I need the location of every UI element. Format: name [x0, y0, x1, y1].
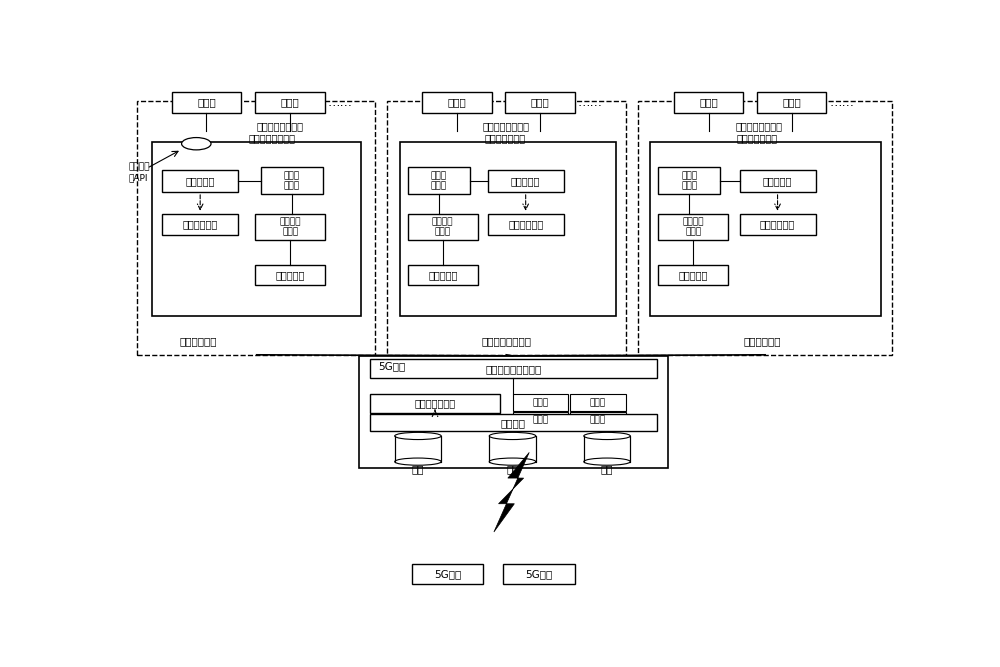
Bar: [395, 436, 441, 462]
Text: 虚拟网络功能: 虚拟网络功能: [508, 219, 543, 229]
Text: 控制类切片集: 控制类切片集: [180, 336, 217, 346]
Bar: [172, 92, 241, 113]
Bar: [162, 171, 238, 192]
Text: 资源编排器: 资源编排器: [428, 270, 457, 280]
Text: 管理员: 管理员: [699, 97, 718, 107]
Text: 计算: 计算: [506, 464, 519, 474]
Bar: [740, 171, 816, 192]
Text: 网络: 网络: [412, 464, 424, 474]
Text: 网络服务
编排器: 网络服务 编排器: [682, 217, 704, 237]
Text: 5G终端: 5G终端: [434, 569, 461, 579]
Bar: [584, 436, 630, 462]
Text: 配电站房监控切片: 配电站房监控切片: [483, 121, 530, 131]
Bar: [137, 101, 375, 355]
Bar: [674, 92, 743, 113]
Bar: [261, 167, 323, 194]
Text: 虚拟基础设施管理器: 虚拟基础设施管理器: [485, 364, 541, 374]
Bar: [370, 414, 657, 432]
Ellipse shape: [395, 432, 441, 440]
Text: ……: ……: [328, 96, 353, 109]
Text: 配电站房监控切片: 配电站房监控切片: [735, 121, 782, 131]
Bar: [505, 92, 574, 113]
Text: 管理员: 管理员: [197, 97, 216, 107]
Text: 网络服务
编排器: 网络服务 编排器: [279, 217, 301, 237]
Text: 5G终端: 5G终端: [525, 569, 552, 579]
Bar: [488, 213, 564, 235]
Bar: [658, 213, 728, 240]
Text: 管理员: 管理员: [782, 97, 801, 107]
Ellipse shape: [489, 432, 536, 440]
Bar: [658, 167, 720, 194]
Bar: [255, 265, 325, 285]
Text: 移动宽带类切片集: 移动宽带类切片集: [481, 336, 531, 346]
Bar: [740, 213, 816, 235]
Text: 管理员: 管理员: [281, 97, 299, 107]
Bar: [255, 213, 325, 240]
Text: ……: ……: [829, 96, 854, 109]
Bar: [408, 167, 470, 194]
Text: 虚拟化层: 虚拟化层: [501, 418, 526, 428]
Text: 基础设施控制器: 基础设施控制器: [414, 399, 456, 409]
Bar: [408, 213, 478, 240]
Text: 租户控制器: 租户控制器: [511, 176, 540, 186]
Text: 虚拟机: 虚拟机: [590, 398, 606, 407]
Bar: [650, 141, 881, 316]
Bar: [400, 141, 616, 316]
Text: 运营支
撑系统: 运营支 撑系统: [284, 171, 300, 190]
Ellipse shape: [395, 458, 441, 466]
Text: 资源编排器: 资源编排器: [275, 270, 305, 280]
Text: 5G基站: 5G基站: [378, 361, 406, 371]
Text: 存储: 存储: [601, 464, 613, 474]
Bar: [489, 436, 536, 462]
Ellipse shape: [489, 458, 536, 466]
Bar: [503, 564, 574, 584]
Bar: [757, 92, 826, 113]
Ellipse shape: [584, 458, 630, 466]
Bar: [570, 412, 626, 428]
Bar: [162, 213, 238, 235]
Bar: [370, 394, 500, 413]
Text: 运营支
撑系统: 运营支 撑系统: [681, 171, 697, 190]
Bar: [387, 101, 626, 355]
Bar: [359, 356, 668, 468]
Bar: [512, 394, 568, 411]
Ellipse shape: [182, 137, 211, 150]
Polygon shape: [494, 452, 529, 532]
Bar: [255, 92, 325, 113]
Bar: [638, 101, 892, 355]
Text: 虚拟网络功能: 虚拟网络功能: [760, 219, 795, 229]
Text: ……: ……: [578, 96, 602, 109]
Text: 虚拟机: 虚拟机: [590, 416, 606, 424]
Bar: [512, 412, 568, 428]
Text: 网联无人机切片: 网联无人机切片: [484, 133, 525, 143]
Text: 管理员: 管理员: [530, 97, 549, 107]
Text: 资源编排器: 资源编排器: [678, 270, 708, 280]
Text: 操作与维
护API: 操作与维 护API: [129, 163, 150, 182]
Ellipse shape: [584, 432, 630, 440]
Text: 虚拟机: 虚拟机: [532, 398, 548, 407]
Text: 采集类切片集: 采集类切片集: [743, 336, 781, 346]
Text: 租户控制器: 租户控制器: [763, 176, 792, 186]
Text: 精准负荷控制切片: 精准负荷控制切片: [249, 133, 296, 143]
Bar: [152, 141, 361, 316]
Bar: [422, 92, 492, 113]
Text: 网络服务
编排器: 网络服务 编排器: [432, 217, 454, 237]
Bar: [412, 564, 483, 584]
Bar: [408, 265, 478, 285]
Text: 运营支
撑系统: 运营支 撑系统: [431, 171, 447, 190]
Bar: [370, 360, 657, 378]
Text: 网联无人机切片: 网联无人机切片: [736, 133, 777, 143]
Bar: [570, 394, 626, 411]
Text: 虚拟网络功能: 虚拟网络功能: [183, 219, 218, 229]
Text: 租户控制器: 租户控制器: [185, 176, 215, 186]
Text: 虚拟机: 虚拟机: [532, 416, 548, 424]
Text: 配网差动保护切片: 配网差动保护切片: [256, 121, 304, 131]
Bar: [658, 265, 728, 285]
Text: 管理员: 管理员: [447, 97, 466, 107]
Bar: [488, 171, 564, 192]
